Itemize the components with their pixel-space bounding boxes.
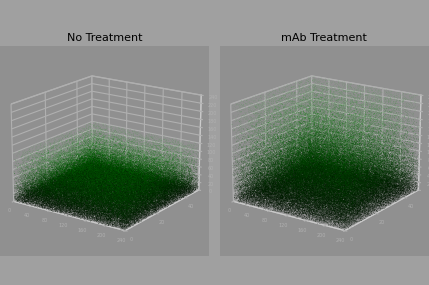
Title: No Treatment: No Treatment <box>67 33 142 43</box>
Title: mAb Treatment: mAb Treatment <box>281 33 367 43</box>
